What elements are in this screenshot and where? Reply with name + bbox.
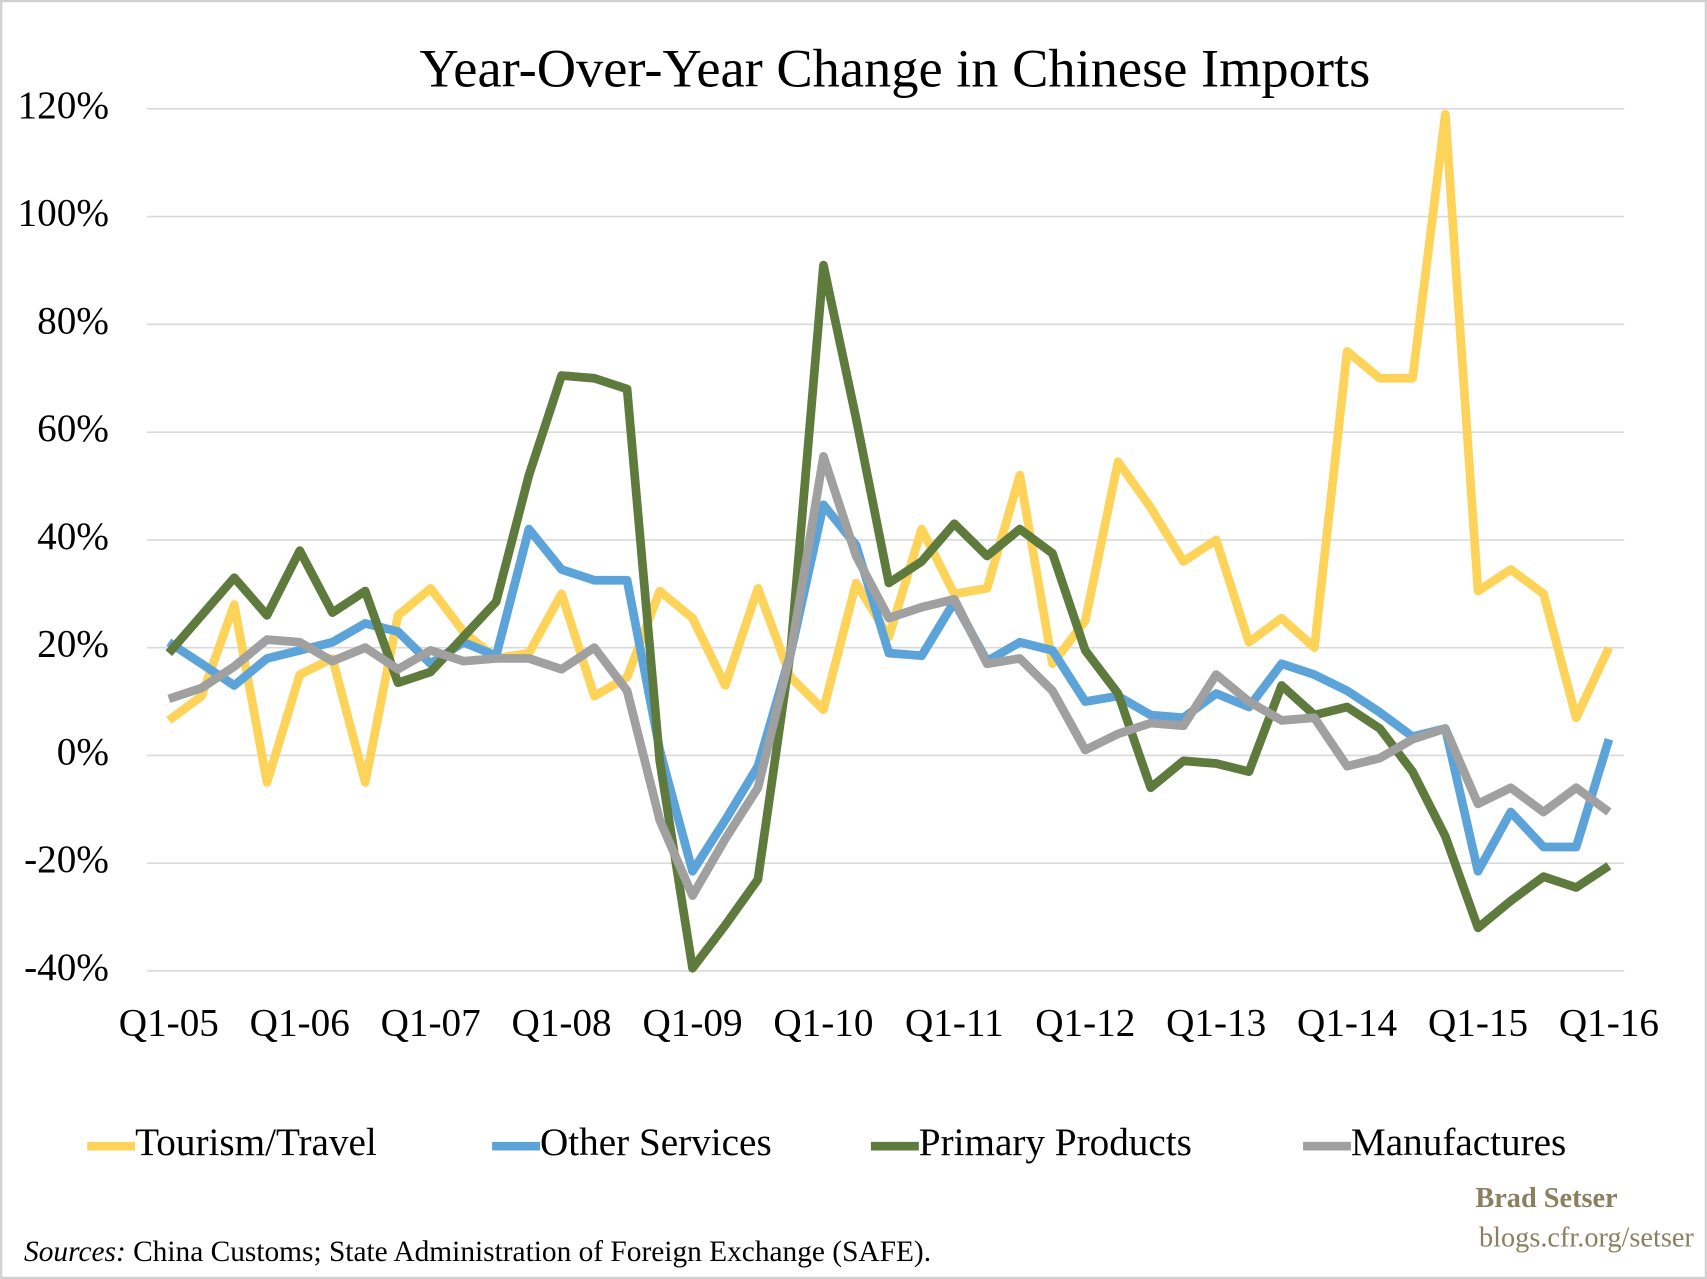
x-tick-label: Q1-16 xyxy=(1559,1001,1659,1044)
x-tick-label: Q1-15 xyxy=(1428,1001,1528,1044)
y-tick-label: 40% xyxy=(37,515,109,558)
y-tick-label: 60% xyxy=(37,407,109,450)
y-tick-label: 0% xyxy=(57,730,109,773)
legend-label: Other Services xyxy=(540,1121,772,1164)
legend-label: Primary Products xyxy=(919,1121,1192,1164)
y-tick-label: 100% xyxy=(18,192,109,235)
y-tick-label: 20% xyxy=(37,623,109,666)
series-line xyxy=(166,500,1614,876)
x-tick-label: Q1-06 xyxy=(250,1001,350,1044)
y-tick-label: -20% xyxy=(24,838,109,881)
legend-label: Manufactures xyxy=(1351,1121,1566,1164)
x-tick-label: Q1-13 xyxy=(1166,1001,1266,1044)
legend-label: Tourism/Travel xyxy=(135,1121,377,1164)
x-tick-label: Q1-08 xyxy=(512,1001,612,1044)
source-note: Sources: China Customs; State Administra… xyxy=(24,1236,931,1268)
source-label: Sources: xyxy=(24,1236,126,1268)
x-tick-label: Q1-10 xyxy=(773,1001,873,1044)
website: blogs.cfr.org/setser xyxy=(1479,1222,1694,1253)
author: Brad Setser xyxy=(1475,1183,1617,1214)
y-tick-label: -40% xyxy=(24,946,109,989)
x-tick-label: Q1-07 xyxy=(381,1001,481,1044)
series-line xyxy=(167,452,1612,900)
x-tick-label: Q1-05 xyxy=(119,1001,219,1044)
y-tick-label: 120% xyxy=(18,84,109,127)
series-line xyxy=(165,260,1612,973)
chart-title: Year-Over-Year Change in Chinese Imports xyxy=(419,39,1370,99)
x-tick-label: Q1-11 xyxy=(905,1001,1004,1044)
x-tick-label: Q1-09 xyxy=(642,1001,742,1044)
x-tick-label: Q1-12 xyxy=(1035,1001,1135,1044)
y-tick-label: 80% xyxy=(37,299,109,342)
source-text: China Customs; State Administration of F… xyxy=(133,1236,931,1268)
series-line xyxy=(166,109,1613,787)
x-tick-label: Q1-14 xyxy=(1297,1001,1397,1044)
